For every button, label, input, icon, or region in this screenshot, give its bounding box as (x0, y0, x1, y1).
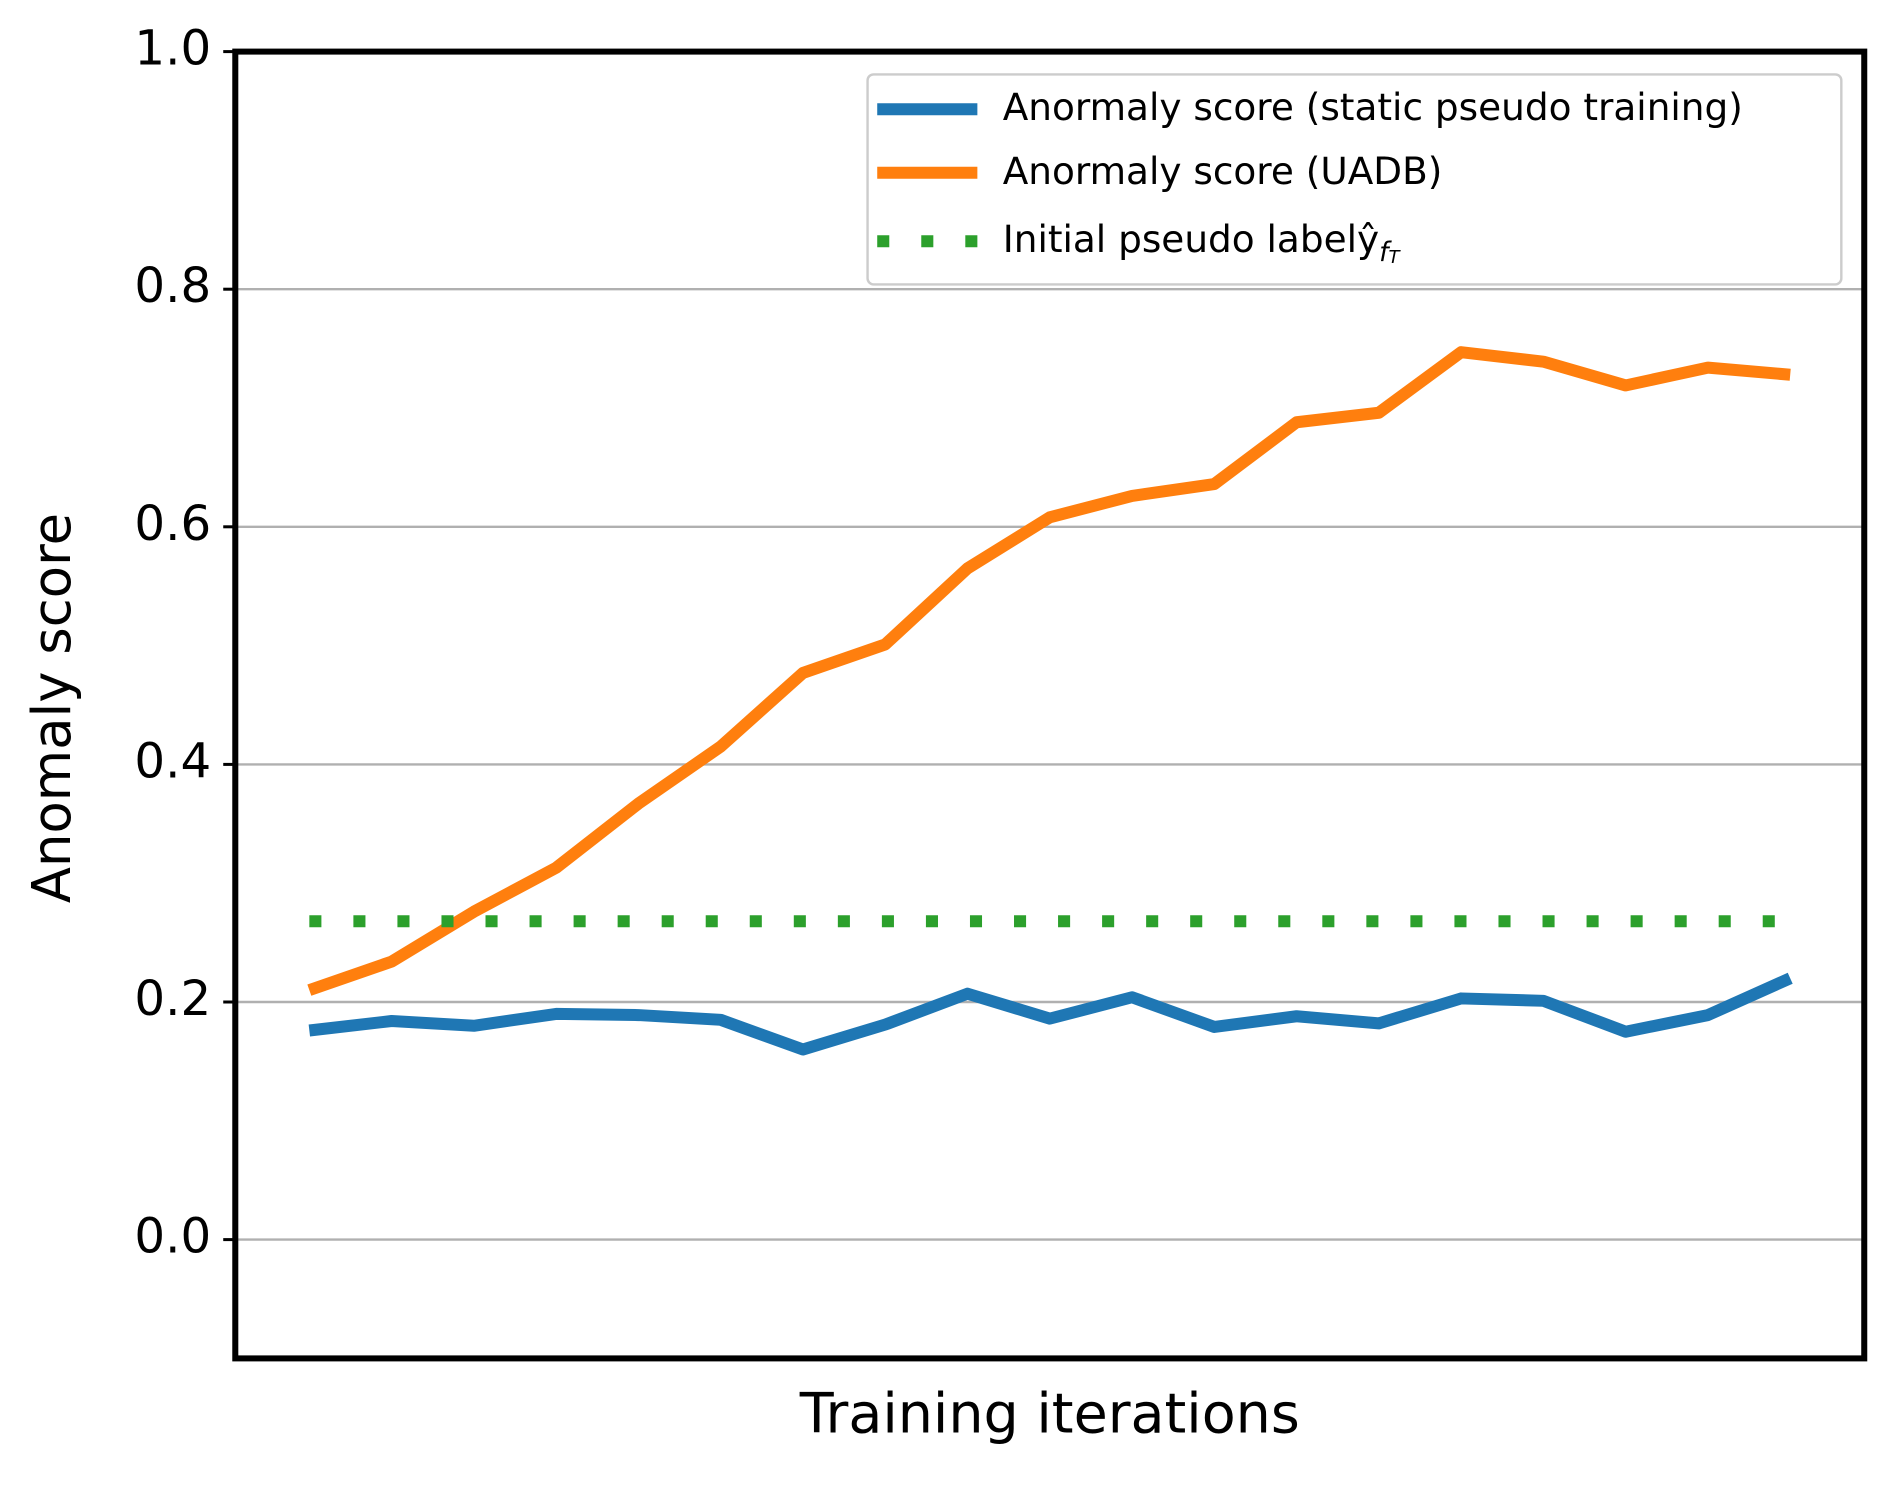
legend-label-main: Initial pseudo labelŷ (1003, 217, 1379, 261)
y-axis-label: Anomaly score (22, 513, 83, 903)
y-tick-label: 0.6 (134, 496, 211, 552)
y-tick-label: 0.2 (134, 971, 211, 1027)
series-line (308, 972, 1793, 1056)
legend-label-subsub: T (1388, 247, 1401, 268)
legend-label: Anormaly score (static pseudo training) (1003, 85, 1743, 129)
legend-label-main: Anormaly score (static pseudo training) (1003, 85, 1743, 129)
legend-box (866, 73, 1843, 286)
x-axis-label: Training iterations (799, 1382, 1300, 1446)
legend-label: Initial pseudo labelŷfT (1003, 217, 1402, 268)
legend-label-main: Anormaly score (UADB) (1003, 148, 1443, 192)
plot-frame (232, 48, 1868, 1362)
series-line (307, 346, 1791, 996)
legend: Anormaly score (static pseudo training) A… (866, 73, 1843, 286)
y-tick-label: 0.0 (134, 1209, 211, 1265)
y-tick-label: 0.4 (134, 733, 211, 789)
legend-label: Anormaly score (UADB) (1003, 148, 1443, 192)
y-tick-label: 0.8 (134, 258, 211, 314)
y-tick-label: 1.0 (134, 21, 211, 77)
